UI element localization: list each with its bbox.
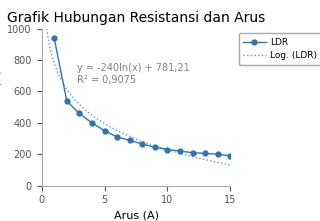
LDR [115,136,119,138]
Title: Grafik Hubungan Resistansi dan Arus: Grafik Hubungan Resistansi dan Arus [7,11,265,25]
Line: LDR: LDR [52,36,233,158]
LDR [90,122,94,124]
LDR [128,139,132,141]
LDR [52,37,56,40]
Log. (LDR) [44,16,47,19]
Log. (LDR) [44,22,48,25]
Log. (LDR) [228,164,232,166]
Line: Log. (LDR): Log. (LDR) [45,18,230,165]
LDR [216,153,220,156]
Log. (LDR) [199,157,203,160]
LDR [165,148,169,151]
LDR [140,143,144,145]
LDR [77,112,81,115]
Log. (LDR) [157,146,161,148]
Log. (LDR) [211,160,215,163]
LDR [103,129,107,132]
X-axis label: Arus (A): Arus (A) [114,211,158,221]
LDR [191,151,195,154]
Log. (LDR) [154,145,157,147]
LDR [203,152,207,155]
Legend: LDR, Log. (LDR): LDR, Log. (LDR) [239,33,320,65]
LDR [153,146,157,149]
LDR [65,100,69,102]
LDR [228,154,232,157]
Log. (LDR) [153,145,157,147]
Y-axis label: Resistansi (Ω): Resistansi (Ω) [0,69,2,146]
Text: y = -240ln(x) + 781,21
R² = 0,9075: y = -240ln(x) + 781,21 R² = 0,9075 [77,63,189,85]
LDR [178,150,182,152]
